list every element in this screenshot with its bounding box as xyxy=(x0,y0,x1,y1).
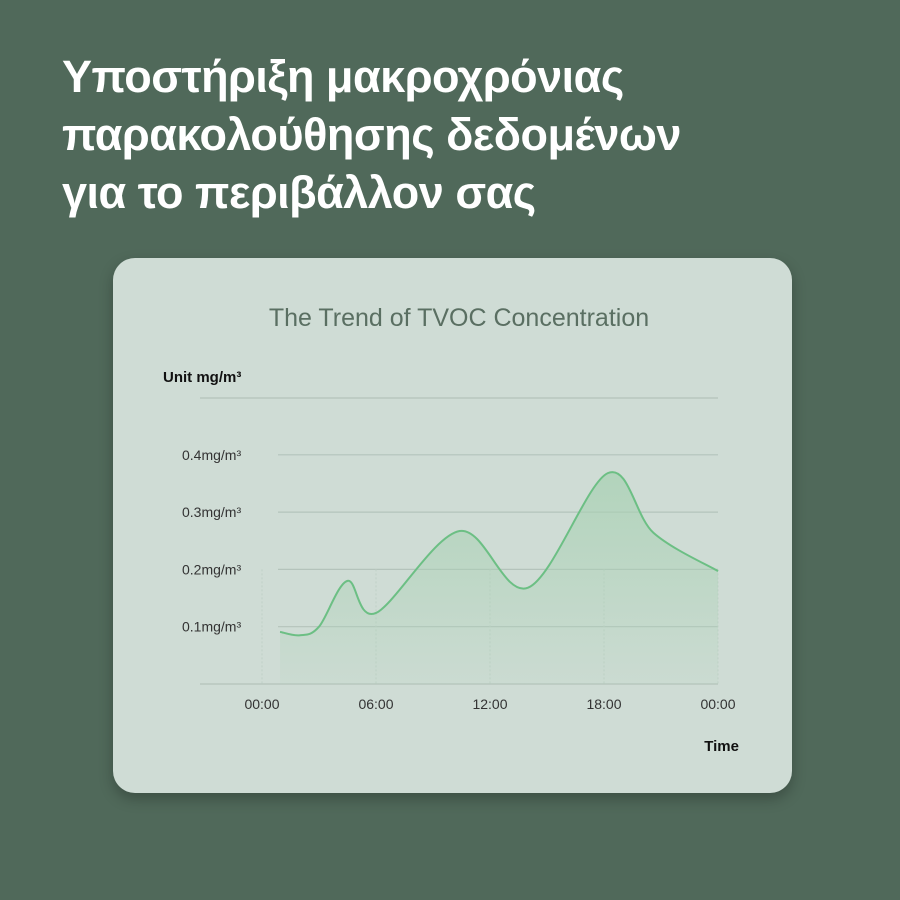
x-axis-label: Time xyxy=(704,738,739,755)
chart-card xyxy=(113,258,792,793)
area-fill xyxy=(280,472,718,684)
x-tick-label: 18:00 xyxy=(586,696,621,712)
x-tick-label: 06:00 xyxy=(358,696,393,712)
y-tick-label: 0.3mg/m³ xyxy=(182,504,241,520)
headline-line-3: για το περιβάλλον σας xyxy=(62,167,536,218)
headline-line-2: παρακολούθησης δεδομένων xyxy=(62,109,681,160)
series-line xyxy=(279,471,719,637)
headline: Υποστήριξη μακροχρόνιας παρακολούθησης δ… xyxy=(62,48,681,222)
y-tick-label: 0.4mg/m³ xyxy=(182,447,241,463)
chart-title: The Trend of TVOC Concentration xyxy=(269,304,649,332)
y-tick-label: 0.1mg/m³ xyxy=(182,619,241,635)
x-tick-label: 00:00 xyxy=(244,696,279,712)
x-tick-label: 00:00 xyxy=(700,696,735,712)
headline-line-1: Υποστήριξη μακροχρόνιας xyxy=(62,51,624,102)
x-tick-label: 12:00 xyxy=(472,696,507,712)
y-tick-label: 0.2mg/m³ xyxy=(182,561,241,577)
y-axis-label: Unit mg/m³ xyxy=(163,369,241,386)
